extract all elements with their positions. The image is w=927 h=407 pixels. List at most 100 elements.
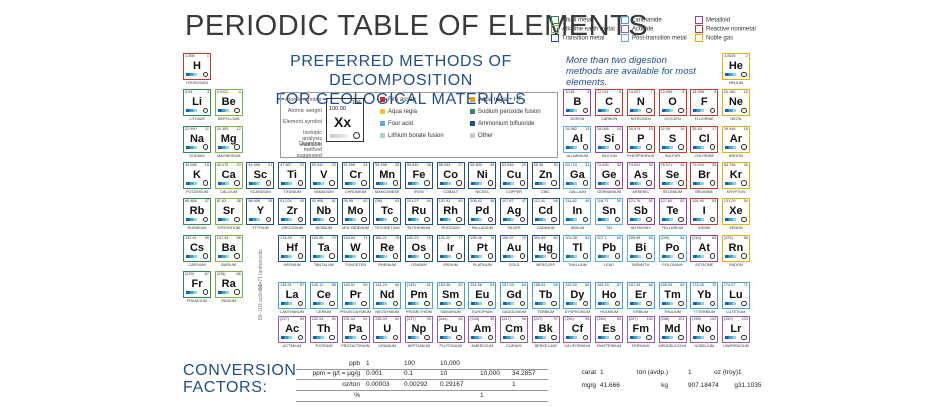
- element-cell-lu[interactable]: 174.97 71 Lu: [721, 282, 750, 309]
- element-cell-cs[interactable]: 132.91 55 Cs: [183, 234, 211, 262]
- element-cell-la[interactable]: 138.91 57 La: [278, 282, 307, 309]
- element-cell-i[interactable]: 126.90 53 I: [690, 198, 719, 226]
- element-cell-er[interactable]: 167.26 68 Er: [626, 282, 655, 309]
- element-cell-at[interactable]: (210) 85 At: [690, 234, 719, 262]
- element-cell-cr[interactable]: 51.996 24 Cr: [341, 161, 370, 189]
- element-cell-o[interactable]: 15.999 8 O: [658, 89, 687, 117]
- element-cell-mg[interactable]: 24.305 12 Mg: [214, 125, 243, 153]
- element-cell-hg[interactable]: 200.59 80 Hg: [531, 234, 560, 262]
- element-cell-s[interactable]: 32.06 16 S: [658, 125, 687, 153]
- element-cell-ne[interactable]: 20.180 10 Ne: [721, 89, 750, 117]
- element-cell-os[interactable]: 190.23 76 Os: [404, 234, 433, 262]
- element-cell-sc[interactable]: 44.956 21 Sc: [246, 161, 275, 189]
- element-cell-te[interactable]: 127.60 52 Te: [658, 198, 687, 226]
- element-cell-tc[interactable]: (98) 43 Tc: [373, 198, 402, 226]
- element-cell-nb[interactable]: 92.906 41 Nb: [309, 198, 338, 226]
- element-cell-ta[interactable]: 180.95 73 Ta: [309, 234, 338, 262]
- element-cell-yb[interactable]: 173.05 70 Yb: [690, 282, 719, 309]
- element-cell-gd[interactable]: 157.25 64 Gd: [500, 282, 528, 309]
- element-cell-bk[interactable]: (247) 97 Bk: [531, 316, 560, 343]
- element-cell-th[interactable]: 232.04 90 Th: [309, 316, 338, 343]
- element-cell-h[interactable]: 1.008 1 H: [183, 53, 211, 80]
- element-cell-pt[interactable]: 195.08 78 Pt: [468, 234, 497, 262]
- element-cell-eu[interactable]: 151.96 63 Eu: [468, 282, 497, 309]
- element-cell-ru[interactable]: 101.07 44 Ru: [404, 198, 433, 226]
- element-cell-ir[interactable]: 192.22 77 Ir: [436, 234, 465, 262]
- element-cell-ar[interactable]: 39.948 18 Ar: [721, 125, 750, 153]
- element-cell-ba[interactable]: 137.33 56 Ba: [214, 234, 243, 262]
- element-cell-pm[interactable]: (145) 61 Pm: [404, 282, 433, 309]
- element-cell-po[interactable]: (209) 84 Po: [658, 234, 687, 262]
- element-cell-ni[interactable]: 58.693 28 Ni: [468, 161, 497, 189]
- element-cell-zr[interactable]: 91.224 40 Zr: [278, 198, 307, 226]
- element-cell-pu[interactable]: (244) 94 Pu: [436, 316, 465, 343]
- element-cell-cl[interactable]: 35.45 17 Cl: [690, 125, 719, 153]
- element-cell-lr[interactable]: (262) 103 Lr: [721, 316, 750, 343]
- element-cell-ge[interactable]: 72.630 32 Ge: [595, 161, 624, 189]
- element-cell-sn[interactable]: 118.71 50 Sn: [595, 198, 624, 226]
- element-cell-ra[interactable]: (226) 88 Ra: [214, 270, 243, 298]
- element-cell-c[interactable]: 12.011 6 C: [595, 89, 624, 117]
- element-cell-y[interactable]: 88.906 39 Y: [246, 198, 275, 226]
- element-cell-es[interactable]: (252) 99 Es: [595, 316, 624, 343]
- element-cell-au[interactable]: 196.97 79 Au: [500, 234, 528, 262]
- element-cell-dy[interactable]: 162.50 66 Dy: [563, 282, 592, 309]
- element-cell-kr[interactable]: 83.798 36 Kr: [721, 161, 750, 189]
- element-cell-rb[interactable]: 85.468 37 Rb: [183, 198, 211, 226]
- element-cell-n[interactable]: 14.007 7 N: [626, 89, 655, 117]
- element-cell-pa[interactable]: 231.04 91 Pa: [341, 316, 370, 343]
- element-cell-cu[interactable]: 63.546 29 Cu: [500, 161, 528, 189]
- element-cell-b[interactable]: 10.81 5 B: [563, 89, 592, 117]
- element-cell-co[interactable]: 58.933 27 Co: [436, 161, 465, 189]
- element-cell-he[interactable]: 4.0026 2 He: [721, 53, 750, 80]
- element-cell-sr[interactable]: 87.62 38 Sr: [214, 198, 243, 226]
- element-cell-tb[interactable]: 158.93 65 Tb: [531, 282, 560, 309]
- element-cell-k[interactable]: 39.098 19 K: [183, 161, 211, 189]
- element-cell-ti[interactable]: 47.867 22 Ti: [278, 161, 307, 189]
- element-cell-np[interactable]: (237) 93 Np: [404, 316, 433, 343]
- element-cell-as[interactable]: 74.922 33 As: [626, 161, 655, 189]
- element-cell-ce[interactable]: 140.12 58 Ce: [309, 282, 338, 309]
- element-cell-si[interactable]: 28.085 14 Si: [595, 125, 624, 153]
- element-cell-al[interactable]: 26.982 13 Al: [563, 125, 592, 153]
- element-cell-no[interactable]: (259) 102 No: [690, 316, 719, 343]
- element-cell-fr[interactable]: (223) 87 Fr: [183, 270, 211, 298]
- element-cell-pr[interactable]: 140.91 59 Pr: [341, 282, 370, 309]
- element-cell-v[interactable]: 50.942 23 V: [309, 161, 338, 189]
- element-cell-li[interactable]: 6.94 3 Li: [183, 89, 211, 117]
- element-cell-rn[interactable]: (222) 86 Rn: [721, 234, 750, 262]
- element-cell-ca[interactable]: 40.078 20 Ca: [214, 161, 243, 189]
- element-cell-sb[interactable]: 121.76 51 Sb: [626, 198, 655, 226]
- element-cell-f[interactable]: 18.998 9 F: [690, 89, 719, 117]
- element-cell-se[interactable]: 78.971 34 Se: [658, 161, 687, 189]
- element-cell-fm[interactable]: (257) 100 Fm: [626, 316, 655, 343]
- element-cell-mn[interactable]: 54.938 25 Mn: [373, 161, 402, 189]
- element-cell-ag[interactable]: 107.87 47 Ag: [500, 198, 528, 226]
- element-cell-sm[interactable]: 150.36 62 Sm: [436, 282, 465, 309]
- element-cell-ac[interactable]: (227) 89 Ac: [278, 316, 307, 343]
- element-cell-re[interactable]: 186.21 75 Re: [373, 234, 402, 262]
- element-cell-zn[interactable]: 65.38 30 Zn: [531, 161, 560, 189]
- element-cell-cf[interactable]: (251) 98 Cf: [563, 316, 592, 343]
- element-cell-ga[interactable]: 69.723 31 Ga: [563, 161, 592, 189]
- element-cell-cd[interactable]: 112.41 48 Cd: [531, 198, 560, 226]
- element-cell-pd[interactable]: 106.42 46 Pd: [468, 198, 497, 226]
- element-cell-mo[interactable]: 95.95 42 Mo: [341, 198, 370, 226]
- element-cell-xe[interactable]: 131.29 54 Xe: [721, 198, 750, 226]
- element-cell-nd[interactable]: 144.24 60 Nd: [373, 282, 402, 309]
- element-cell-md[interactable]: (258) 101 Md: [658, 316, 687, 343]
- element-cell-w[interactable]: 183.84 74 W: [341, 234, 370, 262]
- element-cell-rh[interactable]: 102.91 45 Rh: [436, 198, 465, 226]
- element-cell-tl[interactable]: 204.38 81 Tl: [563, 234, 592, 262]
- element-cell-tm[interactable]: 168.93 69 Tm: [658, 282, 687, 309]
- element-cell-ho[interactable]: 164.93 67 Ho: [595, 282, 624, 309]
- element-cell-cm[interactable]: (247) 96 Cm: [500, 316, 528, 343]
- element-cell-pb[interactable]: 207.2 82 Pb: [595, 234, 624, 262]
- element-cell-bi[interactable]: 208.98 83 Bi: [626, 234, 655, 262]
- element-cell-p[interactable]: 30.974 15 P: [626, 125, 655, 153]
- element-cell-u[interactable]: 238.03 92 U: [373, 316, 402, 343]
- element-cell-am[interactable]: (243) 95 Am: [468, 316, 497, 343]
- element-cell-hf[interactable]: 178.49 72 Hf: [278, 234, 307, 262]
- element-cell-br[interactable]: 79.904 35 Br: [690, 161, 719, 189]
- element-cell-be[interactable]: 9.0122 4 Be: [214, 89, 243, 117]
